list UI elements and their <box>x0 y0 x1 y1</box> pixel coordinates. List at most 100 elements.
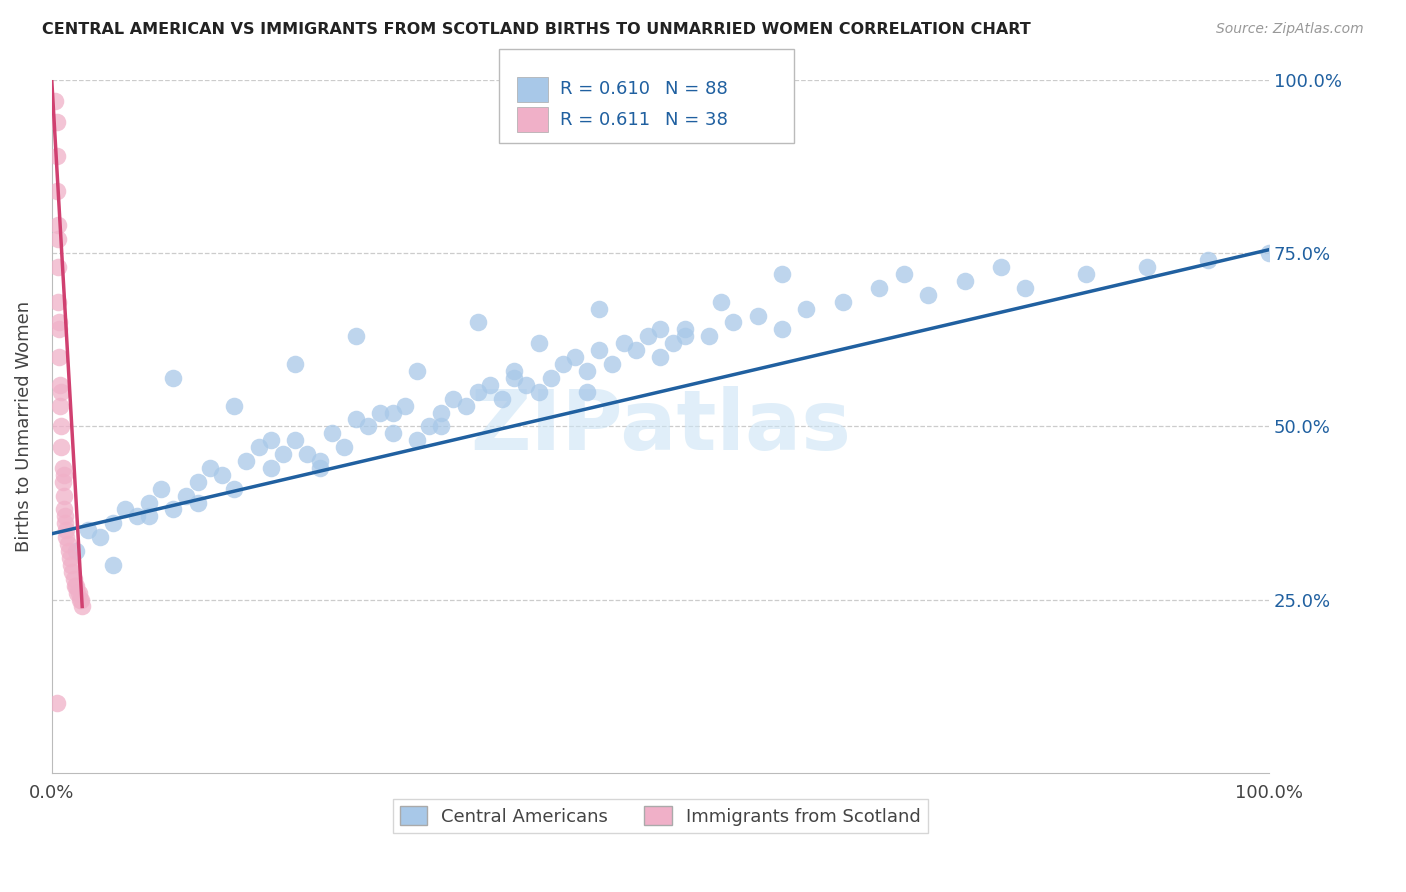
Point <box>46 232 69 246</box>
Point <box>271 447 294 461</box>
Point <box>868 281 890 295</box>
Point <box>51 419 73 434</box>
Point <box>69 592 91 607</box>
Point <box>394 399 416 413</box>
Point <box>65 544 87 558</box>
Point <box>284 357 307 371</box>
Point <box>101 516 124 531</box>
Point <box>60 558 83 572</box>
Point <box>770 322 793 336</box>
Point <box>650 350 672 364</box>
Point <box>467 315 489 329</box>
Point <box>45 114 67 128</box>
Point <box>224 399 246 413</box>
Point <box>162 502 184 516</box>
Point <box>673 329 696 343</box>
Point <box>46 294 69 309</box>
Point <box>1197 253 1219 268</box>
Point <box>540 371 562 385</box>
Point <box>235 454 257 468</box>
Point <box>564 350 586 364</box>
Point <box>624 343 647 358</box>
Point <box>697 329 720 343</box>
Point <box>832 294 855 309</box>
Point <box>59 551 82 566</box>
Legend: Central Americans, Immigrants from Scotland: Central Americans, Immigrants from Scotl… <box>392 799 928 833</box>
Point <box>67 585 90 599</box>
Point <box>198 461 221 475</box>
Point <box>710 294 733 309</box>
Point <box>45 697 67 711</box>
Point <box>344 329 367 343</box>
Y-axis label: Births to Unmarried Women: Births to Unmarried Women <box>15 301 32 552</box>
Point <box>48 322 70 336</box>
Point <box>1258 246 1281 260</box>
Point <box>990 260 1012 274</box>
Point <box>77 523 100 537</box>
Point <box>613 336 636 351</box>
Text: ZIPatlas: ZIPatlas <box>470 386 851 467</box>
Point <box>357 419 380 434</box>
Point <box>297 447 319 461</box>
Point <box>321 426 343 441</box>
Point <box>187 495 209 509</box>
Point <box>46 260 69 274</box>
Point <box>211 467 233 482</box>
Point <box>1014 281 1036 295</box>
Point <box>187 475 209 489</box>
Point <box>551 357 574 371</box>
Point <box>1136 260 1159 274</box>
Point <box>138 509 160 524</box>
Point <box>406 434 429 448</box>
Point <box>661 336 683 351</box>
Point <box>576 384 599 399</box>
Text: CENTRAL AMERICAN VS IMMIGRANTS FROM SCOTLAND BIRTHS TO UNMARRIED WOMEN CORRELATI: CENTRAL AMERICAN VS IMMIGRANTS FROM SCOT… <box>42 22 1031 37</box>
Point <box>55 530 77 544</box>
Point <box>478 377 501 392</box>
Point <box>70 592 93 607</box>
Point <box>66 585 89 599</box>
Point <box>52 502 75 516</box>
Point <box>45 149 67 163</box>
Point <box>467 384 489 399</box>
Point <box>53 516 76 531</box>
Point <box>62 572 84 586</box>
Point <box>723 315 745 329</box>
Point <box>63 579 86 593</box>
Point <box>51 440 73 454</box>
Point <box>418 419 440 434</box>
Point <box>46 219 69 233</box>
Text: R = 0.610: R = 0.610 <box>560 80 650 98</box>
Point <box>125 509 148 524</box>
Text: N = 38: N = 38 <box>665 111 728 128</box>
Point <box>224 482 246 496</box>
Point <box>260 434 283 448</box>
Text: R = 0.611: R = 0.611 <box>560 111 650 128</box>
Point <box>308 461 330 475</box>
Point <box>162 371 184 385</box>
Point <box>49 377 72 392</box>
Point <box>89 530 111 544</box>
Point <box>770 267 793 281</box>
Point <box>503 371 526 385</box>
Point <box>55 523 77 537</box>
Point <box>527 336 550 351</box>
Point <box>491 392 513 406</box>
Point <box>576 364 599 378</box>
Point <box>48 350 70 364</box>
Point <box>138 495 160 509</box>
Point <box>441 392 464 406</box>
Point <box>56 537 79 551</box>
Point <box>62 565 84 579</box>
Point <box>650 322 672 336</box>
Point <box>796 301 818 316</box>
Point <box>284 434 307 448</box>
Point <box>637 329 659 343</box>
Point <box>101 558 124 572</box>
Point <box>44 94 66 108</box>
Point <box>1076 267 1098 281</box>
Point <box>308 454 330 468</box>
Point <box>260 461 283 475</box>
Point <box>53 509 76 524</box>
Point <box>52 467 75 482</box>
